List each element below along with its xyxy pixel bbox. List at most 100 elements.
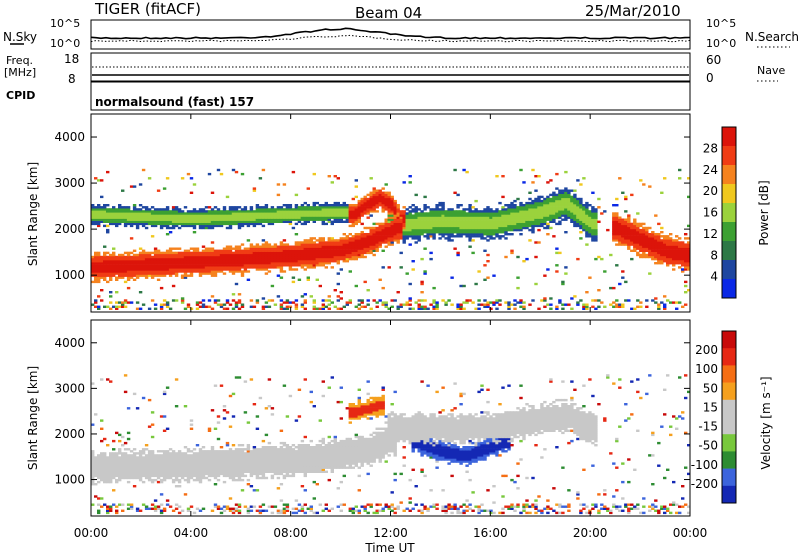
- data-cell: [180, 474, 185, 478]
- data-cell: [426, 233, 430, 236]
- data-cell: [123, 374, 128, 377]
- data-cell: [249, 222, 254, 226]
- data-cell: [189, 266, 194, 269]
- data-cell: [675, 253, 679, 257]
- data-cell: [115, 224, 119, 228]
- data-cell: [624, 195, 628, 199]
- data-cell: [177, 220, 182, 223]
- data-cell: [372, 191, 376, 194]
- data-cell: [570, 297, 574, 300]
- data-cell: [318, 253, 322, 257]
- data-cell: [189, 470, 194, 473]
- data-cell: [210, 270, 215, 273]
- data-cell: [483, 226, 487, 230]
- data-cell: [366, 201, 370, 205]
- data-cell: [483, 216, 487, 219]
- data-cell: [183, 466, 188, 469]
- data-cell: [354, 253, 358, 257]
- data-cell: [387, 233, 391, 236]
- data-cell: [540, 206, 544, 209]
- data-cell: [336, 295, 340, 298]
- data-cell: [315, 214, 319, 217]
- data-cell: [112, 268, 116, 271]
- data-cell: [360, 197, 364, 201]
- data-cell: [399, 251, 403, 255]
- data-cell: [189, 419, 194, 422]
- data-cell: [414, 228, 418, 232]
- data-cell: [621, 231, 625, 234]
- data-cell: [399, 226, 403, 230]
- data-cell: [390, 237, 394, 240]
- data-cell: [282, 183, 287, 186]
- data-cell: [465, 224, 469, 228]
- data-cell: [285, 212, 290, 215]
- data-cell: [106, 476, 110, 480]
- data-cell: [657, 253, 661, 257]
- data-cell: [438, 204, 442, 207]
- data-cell: [147, 255, 152, 259]
- data-cell: [318, 247, 322, 250]
- data-cell: [657, 237, 661, 240]
- data-cell: [666, 243, 670, 246]
- data-cell: [594, 212, 598, 215]
- data-cell: [492, 301, 496, 304]
- data-cell: [351, 235, 355, 238]
- data-cell: [112, 464, 116, 467]
- data-cell: [402, 206, 406, 209]
- data-cell: [97, 480, 101, 484]
- data-cell: [345, 218, 349, 221]
- data-cell: [513, 216, 517, 219]
- data-cell: [426, 218, 430, 221]
- data-cell: [270, 206, 275, 209]
- data-cell: [198, 472, 203, 476]
- data-cell: [315, 210, 319, 213]
- data-cell: [561, 307, 565, 310]
- data-cell: [100, 474, 104, 478]
- data-cell: [210, 448, 215, 451]
- data-cell: [94, 413, 98, 416]
- data-cell: [192, 249, 197, 252]
- data-cell: [672, 239, 676, 242]
- data-cell: [165, 458, 170, 461]
- data-cell: [123, 206, 128, 209]
- data-cell: [288, 245, 293, 248]
- data-cell: [300, 243, 305, 246]
- data-cell: [165, 460, 170, 463]
- data-cell: [477, 222, 481, 226]
- data-cell: [333, 216, 337, 219]
- data-cell: [363, 241, 367, 244]
- data-cell: [186, 251, 191, 255]
- data-cell: [510, 224, 514, 228]
- data-cell: [453, 220, 457, 223]
- data-cell: [204, 218, 209, 221]
- data-cell: [654, 214, 658, 217]
- data-cell: [118, 466, 122, 469]
- data-cell: [669, 237, 673, 240]
- data-cell: [552, 206, 556, 209]
- data-cell: [579, 220, 583, 223]
- data-cell: [567, 206, 571, 209]
- data-cell: [258, 266, 263, 269]
- data-cell: [669, 251, 673, 255]
- data-cell: [115, 210, 119, 213]
- data-cell: [684, 255, 688, 259]
- data-cell: [495, 220, 499, 223]
- data-cell: [207, 462, 212, 465]
- data-cell: [106, 466, 110, 469]
- data-cell: [201, 474, 206, 478]
- data-cell: [417, 218, 421, 221]
- data-cell: [118, 220, 122, 223]
- nsearch-label: N.Search: [745, 30, 799, 44]
- data-cell: [222, 266, 227, 269]
- data-cell: [594, 224, 598, 228]
- data-cell: [387, 228, 391, 232]
- data-cell: [543, 218, 547, 221]
- data-cell: [582, 206, 586, 209]
- data-cell: [642, 237, 646, 240]
- data-cell: [330, 249, 334, 252]
- data-cell: [609, 286, 613, 290]
- data-cell: [177, 511, 182, 515]
- data-cell: [165, 262, 170, 265]
- data-cell: [570, 214, 574, 217]
- data-cell: [216, 466, 221, 469]
